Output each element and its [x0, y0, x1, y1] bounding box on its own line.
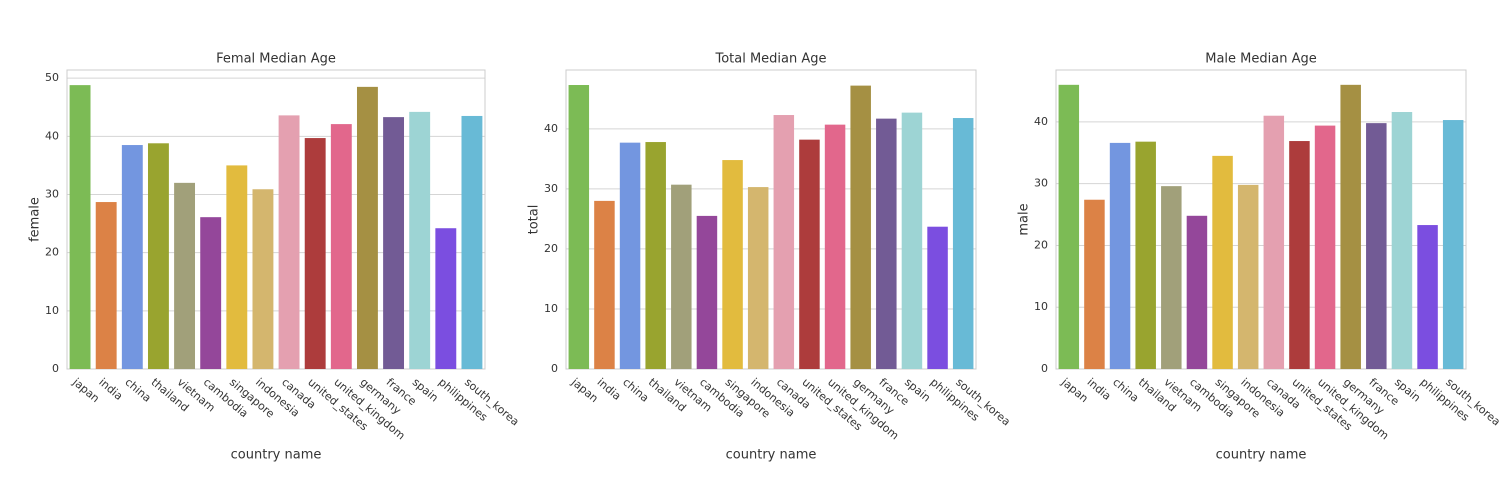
bar [645, 142, 666, 369]
y-tick-label: 30 [45, 187, 59, 200]
bar [619, 142, 641, 369]
bar [1314, 125, 1336, 369]
y-axis-label: total [527, 205, 542, 235]
plot-frame [1055, 69, 1467, 370]
y-tick-label: 40 [45, 129, 59, 142]
bar [1263, 115, 1285, 369]
bar [696, 215, 718, 369]
bar [461, 115, 483, 369]
bar [200, 217, 222, 369]
y-tick-label: 10 [45, 304, 59, 317]
bar [722, 160, 743, 369]
bar [773, 115, 795, 369]
bar [435, 228, 457, 369]
bar [927, 226, 948, 369]
bar [226, 165, 248, 369]
bar [147, 143, 169, 369]
x-tick-label: china [620, 376, 651, 405]
bar [1237, 184, 1259, 369]
chart-title: Femal Median Age [216, 52, 336, 67]
bar [594, 200, 615, 369]
x-axis-label: country name [231, 448, 322, 463]
bar [671, 184, 692, 369]
bar [1289, 141, 1310, 369]
bar [252, 189, 274, 369]
y-tick-label: 0 [52, 362, 59, 375]
x-tick-label: japan [1058, 375, 1091, 405]
bar [1391, 112, 1413, 369]
bar [876, 118, 897, 369]
bar [824, 124, 846, 370]
bar [1417, 225, 1438, 369]
x-axis-label: country name [1216, 448, 1307, 463]
bar [952, 118, 974, 369]
y-tick-label: 50 [45, 71, 59, 84]
bar [568, 85, 590, 369]
bar [1084, 199, 1105, 369]
bar [1340, 84, 1361, 369]
chart-title: Male Median Age [1205, 52, 1316, 67]
bar [901, 112, 923, 370]
bar [1058, 84, 1080, 369]
bar [1186, 215, 1208, 369]
x-tick-label: japan [69, 375, 102, 405]
bar [304, 138, 326, 369]
y-axis-label: female [28, 197, 43, 242]
bar [1161, 186, 1182, 369]
y-tick-label: 0 [551, 362, 558, 375]
bar [850, 85, 871, 369]
bar [1135, 141, 1156, 369]
bar [747, 187, 769, 369]
x-tick-label: india [1085, 376, 1114, 403]
bar [69, 85, 91, 369]
y-tick-label: 40 [1034, 115, 1048, 128]
bar [356, 86, 378, 369]
plot-frame [565, 69, 977, 370]
plot-frame [66, 69, 486, 370]
x-tick-label: japan [568, 375, 601, 405]
bar [95, 202, 117, 369]
x-tick-label: india [595, 376, 624, 403]
y-tick-label: 10 [1034, 300, 1048, 313]
x-tick-label: india [96, 376, 125, 403]
y-tick-label: 20 [1034, 238, 1048, 251]
y-tick-label: 10 [544, 302, 558, 315]
y-axis-label: male [1017, 203, 1032, 235]
x-tick-label: china [1110, 376, 1141, 405]
bar [330, 124, 352, 370]
bar [409, 111, 431, 369]
x-tick-label: china [122, 376, 153, 405]
bar [1442, 120, 1464, 370]
y-tick-label: 30 [1034, 177, 1048, 190]
bar [1109, 142, 1131, 369]
y-tick-label: 40 [544, 122, 558, 135]
x-axis-label: country name [726, 448, 817, 463]
bar [1366, 123, 1387, 369]
chart-title: Total Median Age [714, 52, 826, 67]
bar [799, 139, 820, 369]
bar [121, 145, 143, 369]
bar [1212, 155, 1233, 369]
bar [383, 117, 405, 369]
bar [278, 115, 300, 370]
bar [174, 182, 196, 369]
y-tick-label: 30 [544, 182, 558, 195]
y-tick-label: 0 [1041, 362, 1048, 375]
y-tick-label: 20 [45, 246, 59, 259]
y-tick-label: 20 [544, 242, 558, 255]
